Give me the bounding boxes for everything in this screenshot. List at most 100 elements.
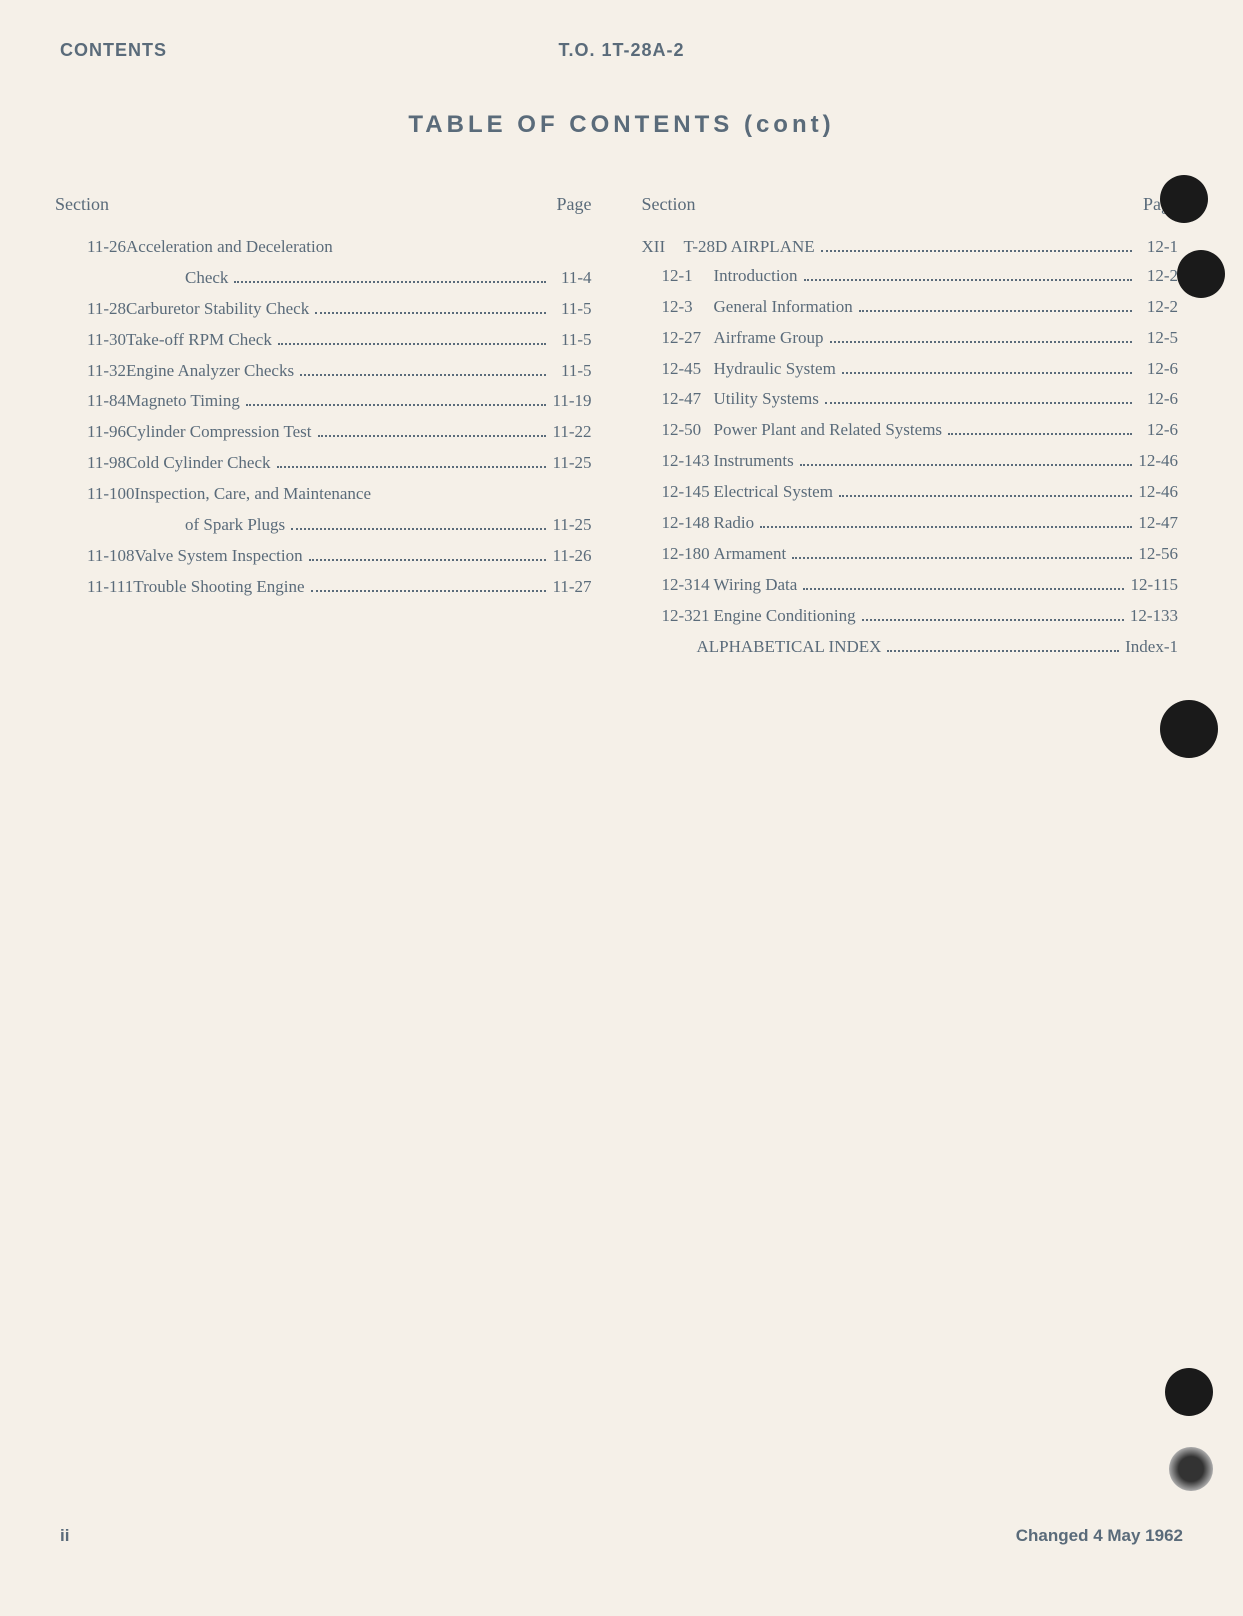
col-header-section: Section (642, 194, 696, 215)
toc-entry-title: Engine Conditioning (714, 602, 856, 631)
toc-entry-num: 12-1 (642, 262, 714, 291)
toc-entry-title: Electrical System (714, 478, 833, 507)
toc-entry-title: Check (185, 264, 228, 293)
toc-entry: 12-50Power Plant and Related Systems12-6 (642, 416, 1189, 445)
toc-entry-title: Carburetor Stability Check (126, 295, 309, 324)
section-page: 12-1 (1138, 233, 1188, 262)
toc-entry-num: 12-314 (642, 571, 714, 600)
toc-entry: 12-45Hydraulic System 12-6 (642, 355, 1189, 384)
toc-entry-num: 11-108 (55, 542, 135, 571)
header-doc-number: T.O. 1T-28A-2 (558, 40, 684, 61)
toc-dots (792, 557, 1132, 559)
toc-dots (842, 372, 1132, 374)
toc-dots (887, 650, 1119, 652)
toc-entry-page: 11-22 (552, 418, 602, 447)
toc-entry-page: 12-6 (1138, 385, 1188, 414)
toc-entry-page: 12-2 (1138, 293, 1188, 322)
binder-hole (1165, 1368, 1213, 1416)
toc-entry-num: 12-50 (642, 416, 714, 445)
change-date: Changed 4 May 1962 (1016, 1526, 1183, 1546)
toc-entry: 11-96Cylinder Compression Test 11-22 (55, 418, 602, 447)
toc-dots (315, 312, 545, 314)
binder-hole (1160, 700, 1218, 758)
toc-entry: Check11-4 (55, 264, 602, 293)
index-page: Index-1 (1125, 633, 1188, 662)
section-roman-num: XII (642, 233, 672, 262)
toc-dots (800, 464, 1132, 466)
toc-entry-num: 11-32 (55, 357, 126, 386)
toc-entry: 11-26Acceleration and Deceleration (55, 233, 602, 262)
toc-entry-title: Inspection, Care, and Maintenance (135, 480, 372, 509)
toc-entry-title: Engine Analyzer Checks (126, 357, 294, 386)
index-title: ALPHABETICAL INDEX (697, 633, 882, 662)
toc-entry-title: Hydraulic System (714, 355, 836, 384)
toc-dots (803, 588, 1124, 590)
toc-entry: 12-3General Information12-2 (642, 293, 1189, 322)
toc-entry-page: 11-25 (552, 511, 602, 540)
toc-entry-page: 12-133 (1130, 602, 1188, 631)
toc-dots (839, 495, 1132, 497)
toc-dots (821, 250, 1132, 252)
toc-entry-page: 12-5 (1138, 324, 1188, 353)
toc-entry-num: 12-145 (642, 478, 714, 507)
toc-entry-title: Take-off RPM Check (126, 326, 272, 355)
left-column: Section Page 11-26Acceleration and Decel… (55, 194, 602, 663)
toc-entry-title: Instruments (714, 447, 794, 476)
toc-entry-num: 12-47 (642, 385, 714, 414)
toc-entry-page: 11-19 (552, 387, 602, 416)
toc-dots (309, 559, 546, 561)
toc-entry-title: Armament (714, 540, 787, 569)
toc-entry: 12-314Wiring Data12-115 (642, 571, 1189, 600)
toc-entry-page: 11-5 (552, 357, 602, 386)
toc-entry-num: 12-45 (642, 355, 714, 384)
toc-entry-page: 11-26 (552, 542, 602, 571)
right-column: Section Page XII T-28D AIRPLANE 12-1 12-… (642, 194, 1189, 663)
toc-entry-title: of Spark Plugs (185, 511, 285, 540)
toc-dots (948, 433, 1132, 435)
toc-entry-num: 11-96 (55, 418, 126, 447)
toc-dots (278, 343, 546, 345)
toc-entry: 11-32Engine Analyzer Checks 11-5 (55, 357, 602, 386)
toc-entry-title: Cylinder Compression Test (126, 418, 312, 447)
toc-entry-title: Cold Cylinder Check (126, 449, 270, 478)
toc-entry: 12-1Introduction12-2 (642, 262, 1189, 291)
toc-entry: 12-27Airframe Group12-5 (642, 324, 1189, 353)
toc-dots (300, 374, 545, 376)
toc-entry: of Spark Plugs 11-25 (55, 511, 602, 540)
toc-entry: 11-28Carburetor Stability Check11-5 (55, 295, 602, 324)
toc-section-header: XII T-28D AIRPLANE 12-1 (642, 233, 1189, 262)
toc-entry-title: General Information (714, 293, 853, 322)
toc-entry-title: Acceleration and Deceleration (126, 233, 333, 262)
toc-entry: 12-47Utility Systems12-6 (642, 385, 1189, 414)
toc-entry-page: 12-115 (1130, 571, 1188, 600)
toc-dots (830, 341, 1133, 343)
toc-entry: 11-84Magneto Timing11-19 (55, 387, 602, 416)
toc-entry-page: 11-5 (552, 326, 602, 355)
toc-entry-num: 11-100 (55, 480, 135, 509)
toc-dots (246, 404, 546, 406)
toc-entry-page: 11-5 (552, 295, 602, 324)
toc-entry-num: 11-26 (55, 233, 126, 262)
toc-entry: 11-111Trouble Shooting Engine11-27 (55, 573, 602, 602)
toc-entry-num: 12-143 (642, 447, 714, 476)
toc-dots (804, 279, 1132, 281)
toc-dots (277, 466, 546, 468)
col-header-section: Section (55, 194, 109, 215)
toc-dots (318, 435, 546, 437)
toc-entry-title: Trouble Shooting Engine (133, 573, 304, 602)
page-title: TABLE OF CONTENTS (cont) (50, 111, 1193, 139)
page-number: ii (60, 1526, 69, 1546)
toc-dots (291, 528, 545, 530)
toc-entry: 11-100Inspection, Care, and Maintenance (55, 480, 602, 509)
toc-dots (760, 526, 1132, 528)
toc-entry: 11-30Take-off RPM Check11-5 (55, 326, 602, 355)
toc-dots (234, 281, 545, 283)
toc-entry-title: Airframe Group (714, 324, 824, 353)
toc-entry-title: Radio (714, 509, 755, 538)
toc-dots (859, 310, 1132, 312)
header-contents-label: CONTENTS (60, 40, 167, 61)
toc-entry: 12-180Armament12-56 (642, 540, 1189, 569)
toc-entry-num: 11-98 (55, 449, 126, 478)
toc-entry: 11-98Cold Cylinder Check11-25 (55, 449, 602, 478)
toc-entry-page: 12-6 (1138, 355, 1188, 384)
